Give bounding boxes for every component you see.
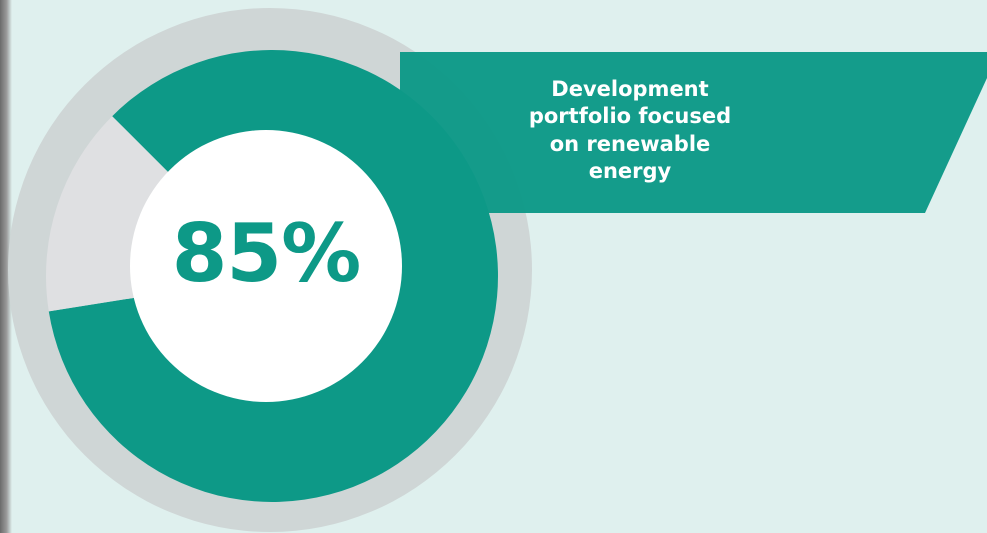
donut-center (130, 130, 402, 402)
banner-caption: Development portfolio focused on renewab… (528, 77, 732, 183)
left-edge-shadow (0, 0, 12, 533)
center-percentage: 85% (171, 207, 361, 300)
caption-banner (400, 52, 987, 213)
